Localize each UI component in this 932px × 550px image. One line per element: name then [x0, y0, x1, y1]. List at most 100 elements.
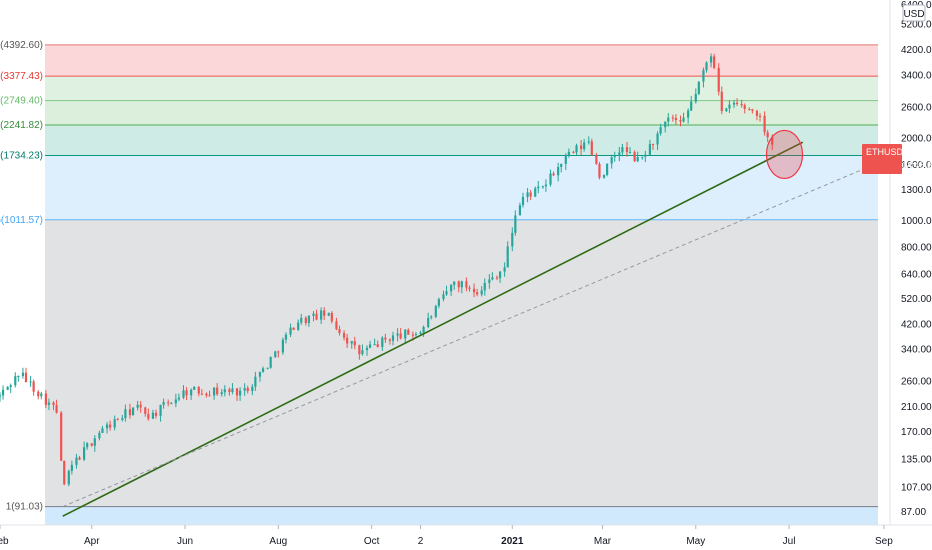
candle-body — [14, 376, 17, 386]
price-tick-label: 5200.00 — [901, 20, 932, 31]
candle-body — [90, 443, 93, 446]
price-tick-label: 2000.00 — [901, 134, 932, 145]
candle-body — [728, 104, 731, 109]
price-axis: 5200.00 4200.00 3400.00 2600.00 2000.00 1600.… — [901, 20, 932, 518]
candle-body — [304, 317, 307, 324]
candle-body — [0, 395, 2, 397]
candle-body — [526, 192, 529, 197]
price-tick-label: 1300.00 — [901, 185, 932, 196]
candle-body — [422, 326, 425, 333]
trendlines — [62, 141, 891, 517]
candle-body — [549, 173, 552, 185]
candle-body — [667, 117, 670, 122]
candle-body — [758, 115, 762, 117]
candle-body — [587, 141, 590, 143]
candle-body — [610, 157, 613, 164]
candle-body — [113, 419, 116, 428]
candle-body — [419, 332, 422, 335]
fib-zone — [45, 100, 878, 125]
candle-body — [93, 438, 96, 446]
candle-body — [503, 267, 506, 272]
candle-body — [327, 312, 330, 316]
candle-body — [292, 327, 295, 330]
candle-body — [40, 393, 43, 397]
candle-body — [24, 372, 28, 383]
candle-body — [625, 147, 629, 153]
price-tick-label: 4200.00 — [901, 45, 932, 56]
candle-body — [223, 389, 226, 393]
candle-body — [231, 388, 234, 392]
candle-body — [29, 381, 32, 383]
extension-trendline[interactable] — [62, 157, 891, 508]
candle-body — [460, 281, 463, 288]
candle-body — [445, 291, 448, 295]
candle-body — [63, 460, 66, 485]
candle-body — [465, 281, 468, 288]
candle-body — [491, 277, 494, 280]
candle-body — [590, 141, 593, 156]
candle-body — [636, 156, 639, 162]
candle-body — [602, 174, 606, 178]
candle-body — [472, 288, 476, 293]
candle-body — [98, 432, 101, 439]
candle-body — [21, 372, 25, 377]
highlight-ellipse[interactable] — [765, 129, 804, 180]
candle-body — [399, 333, 402, 339]
fib-zone — [45, 506, 878, 525]
candle-body — [633, 151, 636, 162]
time-tick-label: Sep — [875, 536, 893, 547]
time-tick-label: 2021 — [501, 536, 524, 547]
candle-body — [297, 322, 300, 330]
candle-body — [521, 196, 525, 206]
candle-body — [37, 391, 40, 397]
candle-body — [147, 413, 150, 419]
candle-body — [687, 110, 690, 118]
time-tick-label: 2 — [418, 536, 424, 547]
support-trendline[interactable] — [62, 141, 804, 517]
currency-badge[interactable]: USD — [902, 4, 926, 22]
candle-body — [83, 447, 86, 460]
price-tick-label: 107.00 — [901, 482, 932, 493]
candle-body — [771, 137, 774, 145]
last-price-tag: ETHUSD 1878.82 14:45:35 — [862, 144, 932, 174]
candle-body — [116, 419, 119, 421]
price-tick-label: 640.00 — [901, 269, 932, 280]
candle-body — [9, 385, 12, 387]
candle-body — [185, 390, 188, 396]
candle-body — [450, 284, 453, 292]
candle-body — [373, 344, 376, 346]
candle-body — [748, 108, 751, 110]
candle-body — [238, 390, 242, 396]
candle-body — [197, 387, 200, 394]
fib-zone — [45, 44, 878, 77]
candle-body — [208, 395, 211, 397]
candle-body — [511, 232, 514, 247]
candle-body — [170, 403, 173, 405]
candle-body — [159, 404, 162, 416]
candle-body — [391, 335, 395, 341]
candle-body — [6, 386, 9, 390]
candle-body — [659, 127, 662, 134]
candle-body — [552, 173, 555, 176]
candle-body — [534, 188, 537, 197]
price-tick-label: 340.00 — [901, 345, 932, 356]
candle-body — [235, 388, 239, 396]
candle-body — [376, 344, 379, 347]
candle-body — [427, 317, 430, 327]
time-tick-label: Jun — [177, 536, 193, 547]
candle-body — [705, 62, 708, 70]
fib-label: 0.236(3377.43) — [0, 71, 43, 82]
candle-body — [697, 81, 700, 94]
candle-body — [216, 387, 219, 395]
fib-zone-fills — [45, 44, 878, 525]
time-axis: Feb Apr Jun Aug Oct 2 2021 Mar May Jul Sep — [0, 525, 893, 547]
candle-body — [162, 402, 165, 405]
candle-body — [404, 329, 407, 339]
candle-body — [453, 281, 456, 285]
currency-label: USD — [903, 9, 924, 20]
candle-body — [136, 404, 139, 408]
candle-body — [335, 321, 338, 330]
candle-body — [506, 246, 509, 268]
